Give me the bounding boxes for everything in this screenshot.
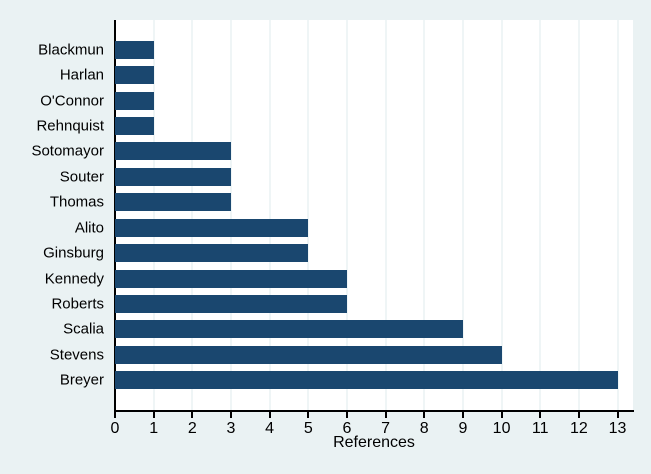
x-tick-label: 6 <box>342 420 352 437</box>
bar <box>115 40 154 59</box>
x-tick-label: 5 <box>303 420 313 437</box>
plot-area <box>115 20 633 410</box>
category-label: Kennedy <box>44 270 104 288</box>
x-tick-mark <box>461 412 464 418</box>
x-tick-mark <box>191 412 194 418</box>
bar-row: Thomas <box>50 190 633 215</box>
gridline <box>191 20 193 410</box>
bar <box>115 320 463 339</box>
bar-row: Alito <box>75 215 633 240</box>
x-axis: 0 1 2 3 4 5 6 7 8 9 10 11 12 13 <box>111 412 633 456</box>
bar-row: Ginsburg <box>43 240 633 265</box>
category-label: Sotomayor <box>31 142 104 160</box>
bar-row: Scalia <box>63 317 633 342</box>
bar-row: O'Connor <box>40 88 633 113</box>
gridline <box>230 20 232 410</box>
y-axis-line <box>114 20 116 412</box>
bar <box>115 244 309 263</box>
x-tick-mark <box>500 412 503 418</box>
x-tick-label: 1 <box>149 420 159 437</box>
bar <box>115 371 618 390</box>
category-label: Souter <box>59 168 104 186</box>
bar <box>115 193 231 212</box>
x-tick-label: 3 <box>226 420 236 437</box>
x-tick-label: 9 <box>458 420 468 437</box>
x-tick-mark <box>345 412 348 418</box>
category-label: Roberts <box>51 295 104 313</box>
x-tick-mark <box>152 412 155 418</box>
x-axis-line <box>114 410 634 412</box>
category-label: Thomas <box>49 193 104 211</box>
category-label: Breyer <box>59 371 104 389</box>
x-tick-mark <box>616 412 619 418</box>
x-tick-label: 4 <box>265 420 275 437</box>
bar-rows: Blackmun Harlan O'Connor Rehnquist Sotomayor… <box>31 20 633 410</box>
bar <box>115 91 154 110</box>
bar-row: Roberts <box>51 291 633 316</box>
gridline <box>617 20 619 410</box>
bar <box>115 66 154 85</box>
bar <box>115 345 502 364</box>
bar-row: Rehnquist <box>36 113 633 138</box>
gridline <box>346 20 348 410</box>
x-tick-label: 13 <box>608 420 627 437</box>
x-tick-mark <box>114 412 116 418</box>
category-label: O'Connor <box>40 92 104 110</box>
bar <box>115 167 231 186</box>
gridline <box>462 20 464 410</box>
gridline <box>423 20 425 410</box>
bar-row: Harlan <box>60 62 633 87</box>
x-tick-mark <box>229 412 232 418</box>
category-label: Ginsburg <box>43 244 104 262</box>
bar-row: Kennedy <box>45 266 633 291</box>
x-tick-label: 8 <box>419 420 429 437</box>
x-tick-mark <box>539 412 542 418</box>
category-label: Blackmun <box>38 41 104 59</box>
category-label: Rehnquist <box>36 117 104 135</box>
x-tick-mark <box>423 412 426 418</box>
bar-row: Souter <box>60 164 633 189</box>
bar <box>115 218 309 237</box>
bar <box>115 142 231 161</box>
x-tick-label: 2 <box>187 420 197 437</box>
bar <box>115 269 347 288</box>
x-tick-mark <box>268 412 271 418</box>
x-tick-label: 11 <box>531 420 549 437</box>
gridline <box>539 20 541 410</box>
x-tick-mark <box>384 412 387 418</box>
category-label: Harlan <box>59 66 104 84</box>
bar-row: Blackmun <box>38 37 633 62</box>
category-label: Scalia <box>63 320 104 338</box>
x-tick-mark <box>307 412 310 418</box>
gridline <box>307 20 309 410</box>
bar <box>115 294 347 313</box>
category-label: Alito <box>74 219 104 237</box>
gridline <box>501 20 503 410</box>
bar-row: Sotomayor <box>31 139 633 164</box>
x-tick-label: 12 <box>569 420 588 437</box>
gridline <box>578 20 580 410</box>
gridline <box>269 20 271 410</box>
gridline <box>385 20 387 410</box>
category-label: Stevens <box>49 346 104 364</box>
gridline <box>153 20 155 410</box>
bar <box>115 116 154 135</box>
bar-row: Breyer <box>60 368 633 393</box>
x-tick-label: 0 <box>110 420 120 437</box>
x-axis-title: References <box>333 434 415 451</box>
x-tick-mark <box>577 412 580 418</box>
bar-row: Stevens <box>50 342 633 367</box>
x-tick-label: 10 <box>492 420 511 437</box>
x-tick-label: 7 <box>381 420 391 437</box>
